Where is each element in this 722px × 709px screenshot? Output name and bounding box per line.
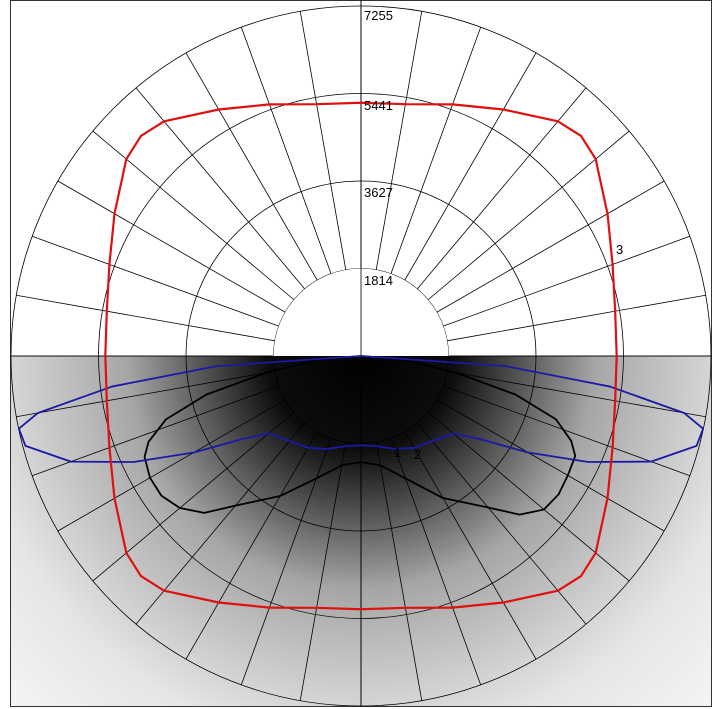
grid-spoke-330 — [185, 431, 318, 660]
grid-spoke-280 — [16, 370, 275, 418]
series-curve-2 — [17, 355, 705, 463]
series-label-3: 3 — [616, 242, 623, 257]
radial-tick-labels: 1814 3627 5441 7255 — [364, 8, 393, 288]
grid-spoke-350 — [299, 442, 347, 701]
grid-spoke-80 — [447, 370, 706, 418]
grid-spoke-240 — [57, 180, 286, 313]
grid-spoke-190 — [299, 11, 347, 270]
grid-spoke-170 — [375, 11, 423, 270]
grid-spoke-210 — [185, 52, 318, 281]
series-label-2: 2 — [414, 447, 421, 462]
grid-spoke-110 — [443, 235, 691, 327]
polar-grid — [10, 0, 712, 707]
radial-tick-3: 5441 — [364, 98, 393, 113]
grid-spoke-150 — [404, 52, 537, 281]
radial-tick-2: 3627 — [364, 185, 393, 200]
grid-spoke-10 — [375, 442, 423, 701]
series-curve-3 — [104, 101, 618, 611]
grid-spoke-250 — [31, 235, 279, 327]
grid-spoke-160 — [390, 26, 482, 274]
grid-spoke-60 — [436, 399, 665, 532]
radial-tick-4: 7255 — [364, 8, 393, 23]
grid-spoke-200 — [240, 26, 332, 274]
curves — [17, 101, 705, 611]
grid-spoke-30 — [404, 431, 537, 660]
grid-spoke-300 — [57, 399, 286, 532]
series-curve-1 — [143, 355, 577, 516]
series-label-1: 1 — [394, 445, 401, 460]
grid-spoke-120 — [436, 180, 665, 313]
series-labels: 1 2 3 — [394, 242, 623, 462]
grid-spoke-260 — [16, 294, 275, 342]
grid-spoke-100 — [447, 294, 706, 342]
radial-tick-1: 1814 — [364, 273, 393, 288]
